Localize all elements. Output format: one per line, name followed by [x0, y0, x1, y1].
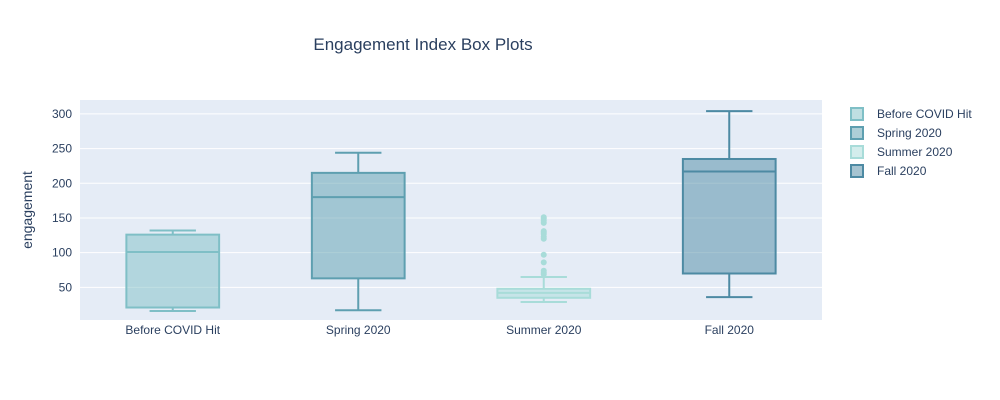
- legend-label: Before COVID Hit: [877, 107, 972, 121]
- y-axis-ticks: 50 100 150 200 250 300: [52, 107, 72, 295]
- legend-label: Spring 2020: [877, 126, 942, 140]
- x-tick-label: Before COVID Hit: [125, 323, 220, 337]
- outlier-point: [540, 214, 547, 221]
- legend-item[interactable]: Spring 2020: [850, 126, 942, 140]
- y-tick-label: 250: [52, 142, 72, 156]
- y-tick-label: 300: [52, 107, 72, 121]
- box-series-group: [125, 110, 777, 312]
- legend-swatch: [850, 107, 864, 121]
- outlier-point: [540, 228, 547, 235]
- outlier-point: [540, 251, 547, 258]
- legend-label: Fall 2020: [877, 164, 927, 178]
- legend-item[interactable]: Fall 2020: [850, 164, 927, 178]
- box-before-covid-hit[interactable]: [125, 229, 221, 312]
- y-tick-label: 150: [52, 211, 72, 225]
- iqr-box: [681, 157, 777, 275]
- y-axis-title: engagement: [19, 171, 35, 249]
- legend-item[interactable]: Summer 2020: [850, 145, 953, 159]
- x-tick-label: Spring 2020: [326, 323, 391, 337]
- legend-item[interactable]: Before COVID Hit: [850, 107, 972, 121]
- legend-swatch: [850, 145, 864, 159]
- x-tick-label: Fall 2020: [705, 323, 755, 337]
- legend-swatch: [850, 164, 864, 178]
- legend-swatch: [850, 126, 864, 140]
- box-spring-2020[interactable]: [310, 151, 406, 312]
- chart-title: Engagement Index Box Plots: [313, 35, 532, 54]
- x-axis-ticks: Before COVID Hit Spring 2020 Summer 2020 Fa…: [125, 323, 754, 337]
- outlier-point: [540, 259, 547, 266]
- y-tick-label: 50: [59, 280, 73, 294]
- outlier-point: [540, 267, 547, 274]
- y-tick-label: 100: [52, 246, 72, 260]
- iqr-box: [125, 233, 221, 309]
- iqr-box: [310, 171, 406, 280]
- legend[interactable]: Before COVID Hit Spring 2020 Summer 2020 Fa…: [850, 107, 972, 178]
- legend-label: Summer 2020: [877, 145, 953, 159]
- x-tick-label: Summer 2020: [506, 323, 582, 337]
- y-tick-label: 200: [52, 176, 72, 190]
- box-fall-2020[interactable]: [681, 110, 777, 299]
- box-summer-2020[interactable]: [496, 214, 592, 303]
